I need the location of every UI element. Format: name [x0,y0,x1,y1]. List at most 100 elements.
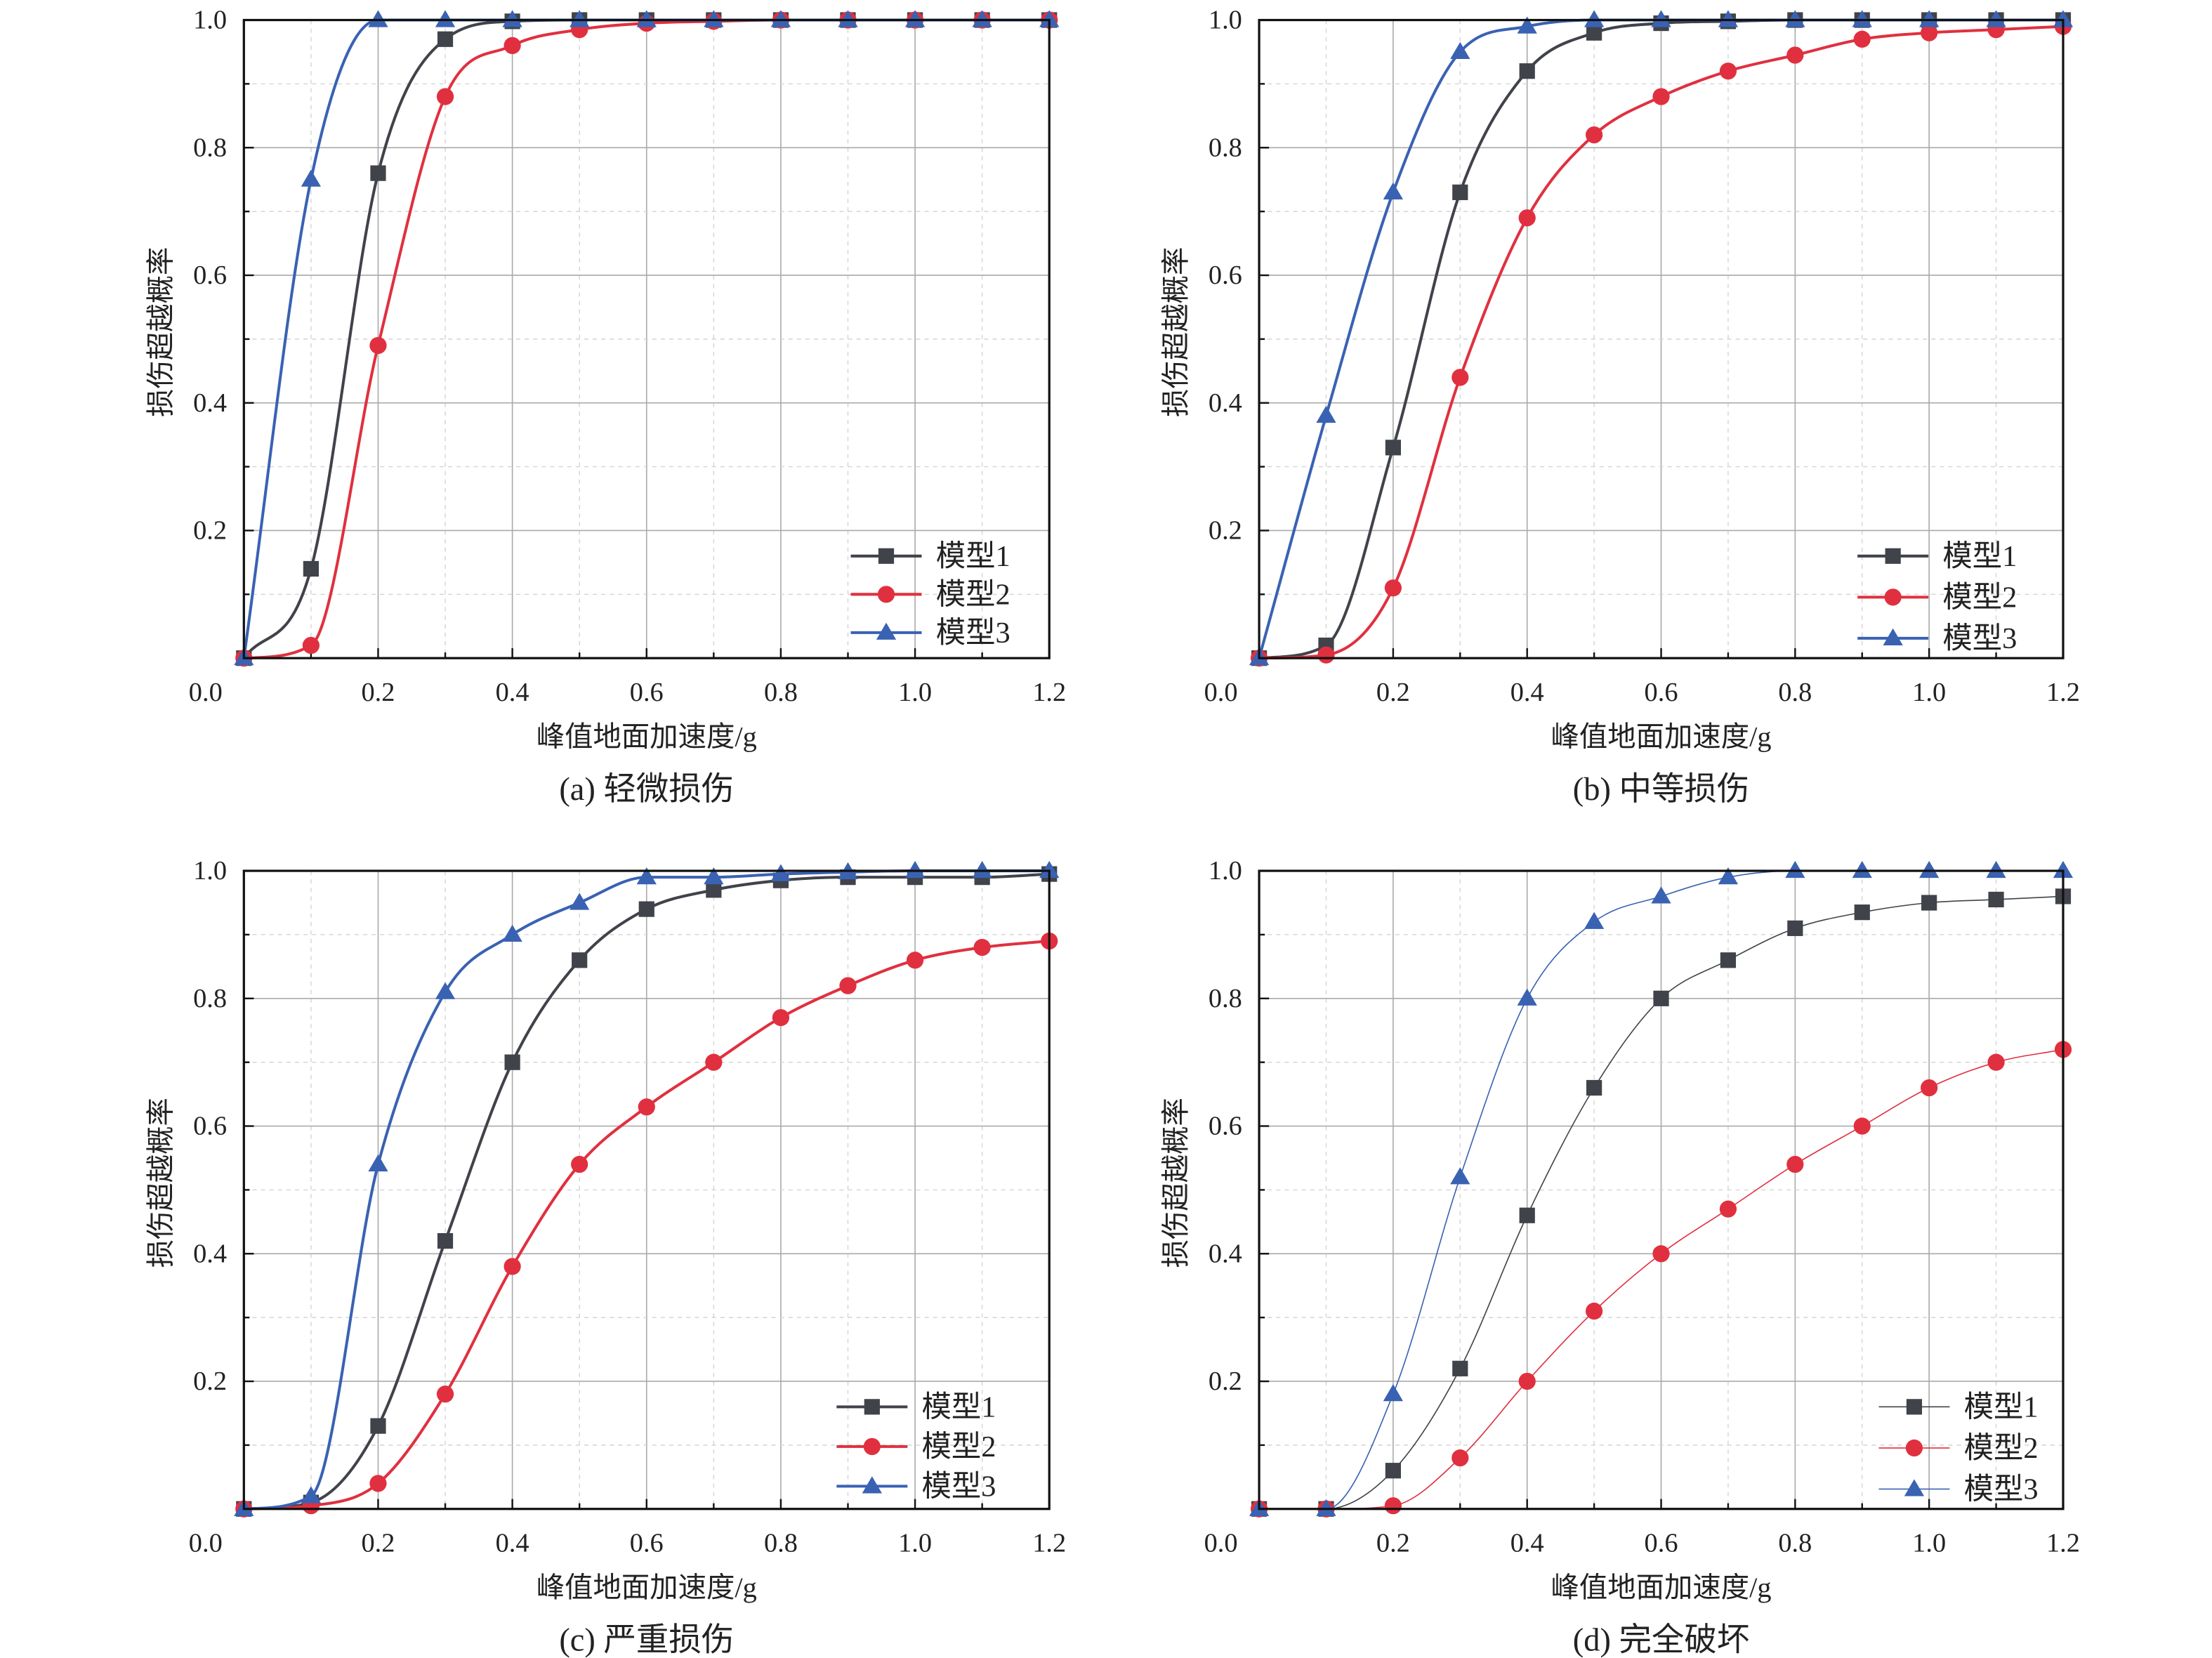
y-tick-label: 0.8 [1209,133,1242,162]
y-axis-label: 损伤超越概率 [145,247,176,417]
data-point-model2 [1384,1497,1402,1515]
data-point-model1 [1519,63,1535,79]
x-tick-label: 1.2 [1032,678,1066,707]
data-point-model1 [1921,895,1937,911]
data-point-model2 [369,336,387,355]
y-tick-label: 0.4 [193,388,227,418]
data-point-model3 [972,10,992,27]
data-point-model3 [636,867,657,885]
x-tick-label: 0.8 [764,1528,798,1558]
data-point-model3 [904,10,926,27]
data-point-model1 [437,31,454,47]
x-tick-label: 1.2 [2046,678,2080,707]
plot-frame [242,869,1051,1511]
data-point-model1 [1385,440,1401,456]
data-point-model2 [1586,1302,1603,1320]
y-tick-label: 0.2 [1209,516,1242,546]
data-point-model3 [704,10,724,27]
data-point-model3 [435,10,456,27]
y-tick-label: 0.6 [193,1112,227,1141]
data-point-model1 [1452,1360,1468,1376]
y-tick-label: 1.0 [1209,856,1242,886]
y-tick-label: 0.2 [193,516,227,546]
data-point-model3 [1651,10,1671,27]
data-point-model3 [1986,860,2006,879]
plot-frame [1258,18,2065,659]
legend-marker [864,1399,880,1415]
data-point-model1 [504,1054,520,1070]
x-tick-label: 0.4 [1510,1528,1544,1558]
x-tick-label: 0.0 [1204,1528,1238,1558]
y-tick-label: 0.6 [193,261,227,290]
data-point-model2 [1719,1200,1737,1218]
data-point-model3 [1785,860,1805,879]
data-point-model3 [972,860,992,879]
data-point-model2 [1987,1053,2005,1071]
data-point-model1 [1385,1463,1401,1479]
data-point-model1 [1586,25,1602,41]
data-point-model2 [1586,126,1603,144]
data-point-model3 [770,10,791,27]
y-axis-label: 损伤超越概率 [145,1098,176,1268]
x-tick-label: 1.2 [2046,1528,2080,1558]
legend-marker [1906,1399,1923,1415]
x-tick-label: 0.4 [496,678,529,707]
legend-marker [1904,1479,1925,1496]
data-point-model3 [1450,1167,1470,1185]
data-point-model2 [638,1098,655,1116]
y-tick-label: 0.4 [193,1239,227,1268]
data-point-model1 [572,952,588,968]
data-point-model1 [638,901,654,917]
data-point-model2 [1652,88,1670,105]
legend-label: 模型1 [1964,1390,2039,1423]
x-tick-label: 0.4 [1510,678,1544,707]
legend-label: 模型2 [936,578,1010,611]
legend-label: 模型2 [1964,1432,2039,1465]
data-point-model1 [1854,904,1870,921]
data-point-model3 [1919,860,1940,879]
y-tick-label: 0.6 [1209,1112,1242,1141]
x-tick-label: 0.6 [630,678,664,707]
legend-marker [862,1476,882,1494]
legend-marker [863,1437,881,1455]
data-point-model2 [1451,1449,1469,1467]
x-tick-label: 0.8 [1778,1528,1812,1558]
legend-label: 模型3 [936,617,1010,650]
data-point-model3 [770,864,791,881]
x-tick-label: 0.2 [1376,1528,1410,1558]
data-point-model2 [1921,24,1938,41]
data-point-model3 [2053,860,2074,879]
x-axis-label: 峰值地面加速度/g [1551,721,1772,752]
data-point-model3 [1919,10,1940,27]
data-point-model3 [368,1154,388,1172]
legend-label: 模型1 [936,540,1010,573]
data-point-model3 [301,1486,322,1504]
data-point-model2 [1652,1245,1670,1263]
data-point-model1 [1452,184,1468,200]
data-point-model3 [1651,886,1671,904]
data-point-model3 [1785,10,1805,27]
data-point-model3 [1718,867,1739,885]
x-tick-label: 0.4 [496,1528,529,1558]
y-tick-label: 0.4 [1209,1239,1242,1268]
data-point-model2 [436,88,454,105]
y-tick-label: 0.8 [193,133,227,162]
y-axis-label: 损伤超越概率 [1160,247,1192,417]
x-tick-label: 0.6 [630,1528,664,1558]
data-point-model2 [839,977,857,994]
legend-marker [1883,628,1903,646]
data-point-model2 [906,952,924,969]
panel-caption: (a) 轻微损伤 [559,772,734,808]
data-point-model3 [636,10,657,27]
data-point-model3 [502,10,522,27]
data-point-model1 [1988,891,2004,908]
y-tick-label: 0.8 [1209,984,1242,1013]
data-point-model2 [1384,579,1402,597]
data-point-model3 [1718,10,1739,27]
data-point-model3 [2053,10,2074,27]
data-point-model3 [1316,1499,1336,1516]
legend-marker [878,548,895,564]
data-point-model2 [503,1258,521,1275]
x-tick-label: 1.0 [898,1528,932,1558]
data-point-model3 [904,860,926,879]
